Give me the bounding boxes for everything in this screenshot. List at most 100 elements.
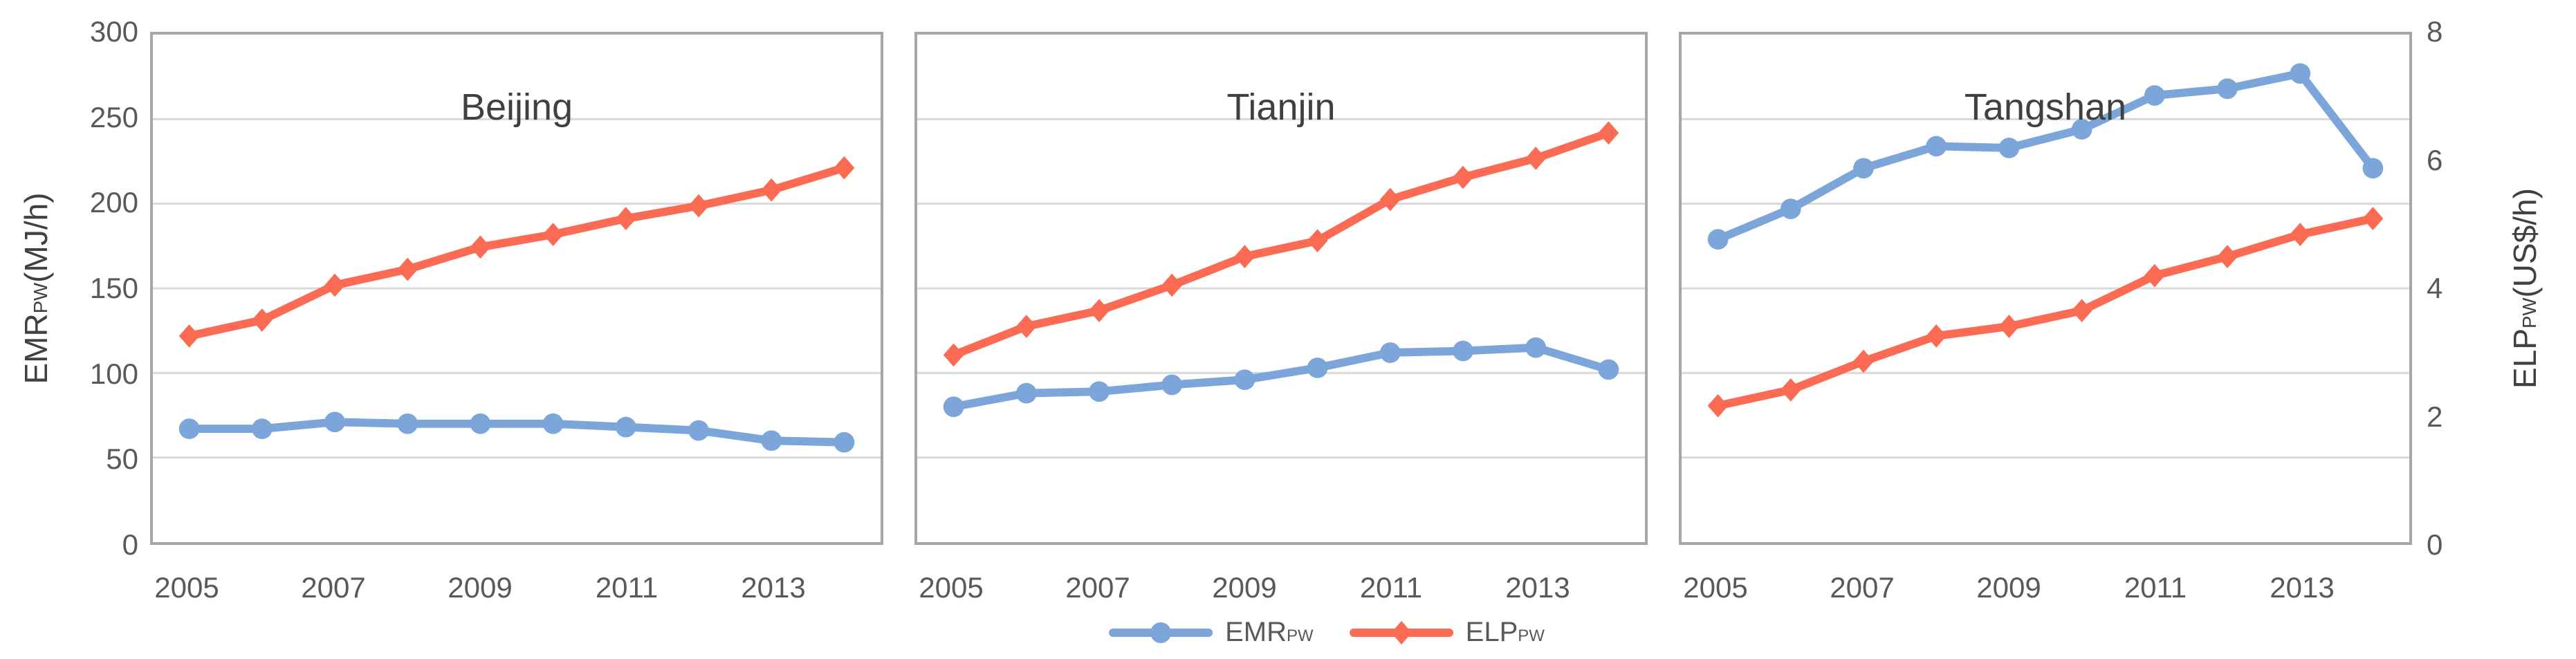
right-axis-title-subscript: PW bbox=[2519, 297, 2540, 328]
elp-marker bbox=[1926, 324, 1947, 348]
elp-marker bbox=[1780, 378, 1801, 402]
elp-marker bbox=[1525, 147, 1547, 170]
elp-marker bbox=[1853, 349, 1874, 373]
elp-marker bbox=[688, 194, 709, 218]
x-axis-tick-label: 2005 bbox=[154, 571, 219, 604]
x-axis-tick-label: 2005 bbox=[1683, 571, 1748, 604]
legend-item-emr: EMRPW bbox=[1109, 617, 1314, 648]
x-axis-tick-label: 2013 bbox=[741, 571, 806, 604]
elp-marker bbox=[1015, 315, 1037, 338]
emr-marker bbox=[1998, 138, 2020, 158]
x-axis-tick-label: 2009 bbox=[1976, 571, 2041, 604]
elp-line bbox=[949, 129, 1613, 360]
emr-marker bbox=[1926, 136, 1947, 157]
emr-marker bbox=[2362, 158, 2384, 179]
elp-marker bbox=[542, 223, 564, 246]
left-axis-tick-label: 250 bbox=[89, 100, 138, 133]
emr-marker bbox=[2217, 78, 2238, 100]
elp-marker bbox=[834, 156, 855, 180]
x-axis-tick-label: 2009 bbox=[448, 571, 513, 604]
x-axis-tick-label: 2009 bbox=[1212, 571, 1277, 604]
legend-label-subscript: PW bbox=[1518, 626, 1545, 645]
emr-marker bbox=[688, 420, 709, 441]
elp-marker bbox=[324, 273, 345, 297]
elp-marker bbox=[943, 343, 964, 367]
emr-marker bbox=[1379, 342, 1401, 363]
left-axis-tick-label: 200 bbox=[89, 186, 138, 219]
plot-area bbox=[1682, 63, 2409, 459]
elp-line bbox=[1713, 214, 2377, 410]
panel-tianjin: Tianjin bbox=[914, 32, 1648, 545]
emr-marker bbox=[251, 418, 273, 439]
left-axis-tick-label: 100 bbox=[89, 357, 138, 390]
right-axis-tick-label: 8 bbox=[2427, 15, 2443, 48]
x-axis-tick-label: 2007 bbox=[301, 571, 366, 604]
emr-marker bbox=[178, 418, 200, 439]
emr-marker bbox=[1089, 381, 1110, 402]
elp-marker bbox=[2217, 245, 2238, 268]
legend-item-elp: ELPPW bbox=[1349, 617, 1545, 648]
elp-marker bbox=[397, 257, 418, 281]
elp-marker bbox=[1161, 273, 1183, 297]
emr-marker bbox=[1525, 337, 1547, 358]
elp-marker bbox=[2290, 223, 2311, 246]
elp-marker bbox=[2071, 299, 2092, 322]
left-axis-tick-label: 150 bbox=[89, 272, 138, 304]
legend-label-main: EMR bbox=[1225, 617, 1287, 647]
emr-marker bbox=[1234, 369, 1255, 390]
right-axis-tick-label: 2 bbox=[2427, 400, 2443, 433]
emr-marker bbox=[1853, 158, 1874, 179]
plot-area bbox=[153, 118, 881, 459]
right-axis-tick-label: 4 bbox=[2427, 272, 2443, 304]
x-axis-tick-label: 2007 bbox=[1065, 571, 1130, 604]
emr-marker bbox=[1780, 198, 1801, 219]
elp-marker bbox=[178, 324, 200, 348]
legend-label: ELPPW bbox=[1466, 617, 1545, 648]
emr-marker bbox=[1453, 340, 1473, 362]
emr-marker bbox=[943, 396, 964, 418]
emr-marker bbox=[834, 431, 855, 453]
elp-marker bbox=[1234, 245, 1255, 268]
legend-diamond-marker bbox=[1349, 620, 1453, 644]
emr-marker bbox=[470, 413, 491, 434]
elp-marker bbox=[1998, 315, 2020, 338]
emr-line bbox=[949, 343, 1613, 411]
legend-label-main: ELP bbox=[1465, 617, 1518, 647]
right-axis-title: ELPPW(US$/h) bbox=[2506, 188, 2543, 389]
emr-marker bbox=[1161, 374, 1183, 396]
emr-line bbox=[1713, 69, 2377, 244]
right-axis-title-main: ELP bbox=[2507, 328, 2543, 389]
x-axis-tick-label: 2011 bbox=[2124, 571, 2187, 604]
left-axis-tick-label: 0 bbox=[122, 528, 138, 561]
emr-marker bbox=[542, 413, 564, 434]
emr-marker bbox=[2071, 119, 2092, 140]
emr-marker bbox=[761, 430, 782, 452]
right-axis-title-unit: (US$/h) bbox=[2507, 188, 2543, 298]
elp-marker bbox=[1707, 393, 1729, 418]
elp-marker bbox=[1089, 299, 1110, 322]
elp-marker bbox=[761, 178, 782, 202]
elp-marker bbox=[470, 235, 491, 259]
panel-beijing: Beijing bbox=[150, 32, 883, 545]
elp-marker bbox=[615, 207, 636, 230]
legend-label-subscript: PW bbox=[1286, 626, 1314, 645]
emr-marker bbox=[1015, 382, 1037, 404]
elp-marker bbox=[2144, 263, 2165, 288]
left-axis-tick-label: 300 bbox=[89, 15, 138, 48]
emr-marker bbox=[1598, 359, 1619, 380]
x-axis-tick-label: 2013 bbox=[1505, 571, 1570, 604]
emr-marker bbox=[1707, 229, 1729, 250]
x-axis-tick-label: 2005 bbox=[919, 571, 984, 604]
right-axis-tick-label: 0 bbox=[2427, 528, 2443, 561]
emr-marker bbox=[2144, 85, 2165, 106]
plot-area bbox=[917, 118, 1645, 459]
panel-tangshan: Tangshan bbox=[1679, 32, 2412, 545]
elp-marker bbox=[1598, 121, 1619, 145]
x-axis-tick-label: 2007 bbox=[1830, 571, 1895, 604]
emr-marker bbox=[1307, 358, 1328, 378]
legend-label: EMRPW bbox=[1225, 617, 1314, 648]
emr-marker bbox=[397, 413, 418, 434]
chart-legend: EMRPW ELPPW bbox=[1109, 617, 1545, 648]
emr-line bbox=[185, 418, 849, 447]
